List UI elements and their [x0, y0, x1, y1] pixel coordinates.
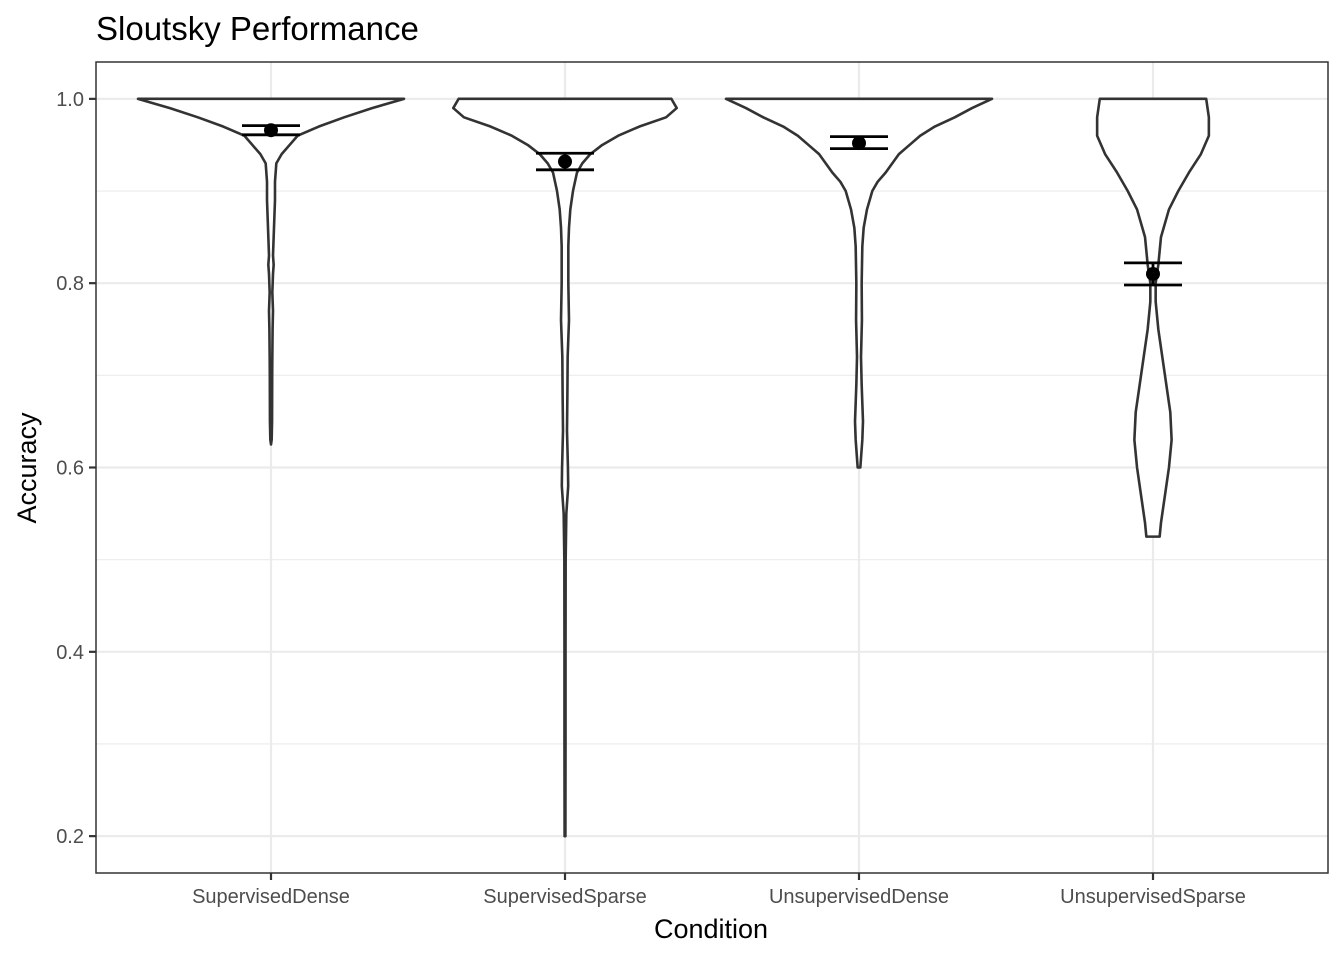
y-axis-title: Accuracy — [12, 412, 42, 524]
chart-title: Sloutsky Performance — [96, 10, 419, 47]
violin-UnsupervisedSparse — [1095, 97, 1211, 538]
error-bars — [242, 124, 1182, 287]
mean-point-UnsupervisedSparse — [1146, 266, 1160, 281]
x-tick-label: UnsupervisedSparse — [1060, 886, 1246, 908]
tick-labels: 0.2 0.4 0.6 0.8 1.0 SupervisedDense Supervised… — [56, 89, 1246, 908]
axis-ticks — [89, 97, 1155, 880]
x-axis-title: Condition — [654, 914, 768, 944]
violin-SupervisedDense — [136, 97, 406, 446]
mean-point-SupervisedDense — [264, 123, 278, 138]
mean-point-SupervisedSparse — [558, 154, 572, 169]
x-tick-label: SupervisedSparse — [483, 886, 646, 908]
y-tick-label: 1.0 — [56, 89, 84, 111]
mean-points — [264, 123, 1160, 281]
y-tick-label: 0.2 — [56, 826, 84, 848]
y-tick-label: 0.4 — [56, 642, 84, 664]
y-tick-label: 0.8 — [56, 273, 84, 295]
y-tick-label: 0.6 — [56, 458, 84, 480]
violin-UnsupervisedDense — [724, 97, 994, 469]
violins — [136, 97, 1211, 838]
x-tick-label: UnsupervisedDense — [769, 886, 949, 908]
x-tick-label: SupervisedDense — [192, 886, 350, 908]
mean-point-UnsupervisedDense — [852, 136, 866, 151]
violin-SupervisedSparse — [451, 97, 679, 838]
